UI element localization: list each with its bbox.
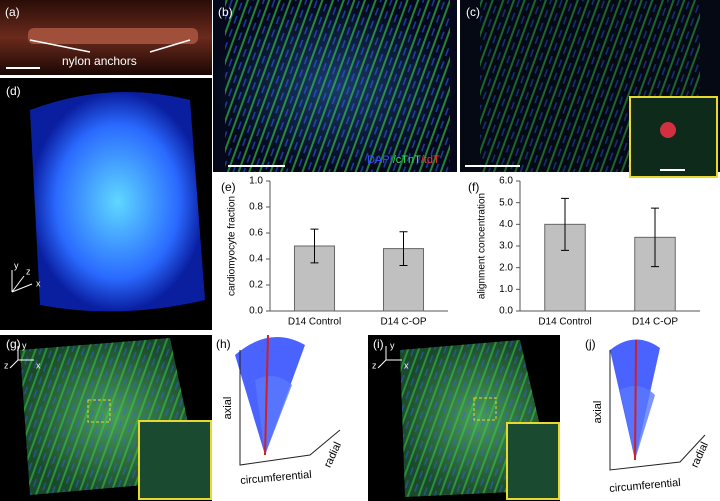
tissue [28,28,198,44]
x-tick-label: D14 C-OP [632,317,678,328]
stain-name: /tdT [421,154,440,166]
roi [473,397,497,421]
axes-box [239,350,341,466]
axis-letter: z [372,360,377,370]
axes-glyph [377,346,402,369]
x-tick-label: D14 C-OP [380,317,426,328]
y-tick-label: 0.6 [249,228,263,239]
y-tick-label: 0.0 [499,306,513,317]
error-bar [561,197,569,251]
panel-label: (g) [6,337,21,351]
panel-label: (i) [373,337,384,351]
axis-label: axial [592,401,604,424]
cell [660,122,676,138]
stain-legend: DAPI/cTnT/tdT [367,154,440,166]
axis-letter: y [390,340,395,350]
stain-name: DAPI [367,154,393,166]
inset [629,96,718,178]
axis-letter: z [26,266,31,276]
arrow [29,39,91,53]
y-tick-label: 0.0 [249,306,263,317]
axis-letter: z [4,360,9,370]
y-tick-label: 1.0 [499,284,513,295]
y-tick-label: 3.0 [499,241,513,252]
inset [138,420,212,500]
panel-label: (h) [216,337,231,351]
fibers [225,0,450,172]
axis-label: axial [222,397,234,420]
roi [87,399,111,423]
tissue-render [30,92,205,312]
panel-i: x y z (i) [368,335,560,501]
panel-label: (b) [218,5,233,19]
axes-glyph [9,346,34,369]
panel-h: (h) axial circumferential radial [216,334,344,487]
axis-label: circumferential [609,477,681,495]
y-axis-label: cardiomyocyte fraction [227,196,238,296]
mean-direction [264,334,269,456]
mean-direction [634,339,637,461]
y-tick-label: 6.0 [499,176,513,187]
panel-c: (c) [460,0,720,178]
error-bar [399,231,408,266]
axes-box [609,350,706,471]
annotation: nylon anchors [62,54,137,68]
panel-b: (b) DAPI/cTnT/tdT [213,0,457,172]
arrow [149,39,191,53]
panel-a: (a) nylon anchors [0,0,212,75]
panel-label: (c) [466,5,480,19]
y-tick-label: 2.0 [499,262,513,273]
axis-label: circumferential [240,469,312,487]
y-tick-label: 0.8 [249,202,263,213]
panel-label: (e) [221,180,236,194]
y-tick-label: 5.0 [499,197,513,208]
axis-letter: x [404,360,409,370]
y-tick-label: 0.2 [249,280,263,291]
y-tick-label: 0.4 [249,254,263,265]
x-tick-label: D14 Control [288,317,341,328]
y-tick-label: 4.0 [499,219,513,230]
fan [255,376,292,455]
axis-letter: y [14,260,19,270]
fan [620,386,655,460]
axis-letter: y [22,340,27,350]
x-tick-label: D14 Control [538,317,591,328]
axis-letter: x [36,360,41,370]
error-bar [651,207,659,268]
panel-label: (d) [6,84,21,98]
panel-g: x y z (g) [0,335,212,501]
error-bar [310,228,319,264]
inset [506,422,560,500]
y-tick-label: 1.0 [249,176,263,187]
panel-label: (f) [468,180,479,194]
stain-name: /cTnT [393,154,421,166]
panel-label: (j) [585,337,596,351]
y-axis-label: alignment concentration [477,193,488,299]
axis-letter: x [36,278,41,288]
panel-d: x y z (d) [0,78,212,330]
panel-label: (a) [5,5,20,19]
panel-j: (j) axial circumferential radial [585,337,711,495]
axis-label: radial [689,440,711,469]
axis-label: radial [322,440,344,469]
axes-glyph [11,270,33,293]
